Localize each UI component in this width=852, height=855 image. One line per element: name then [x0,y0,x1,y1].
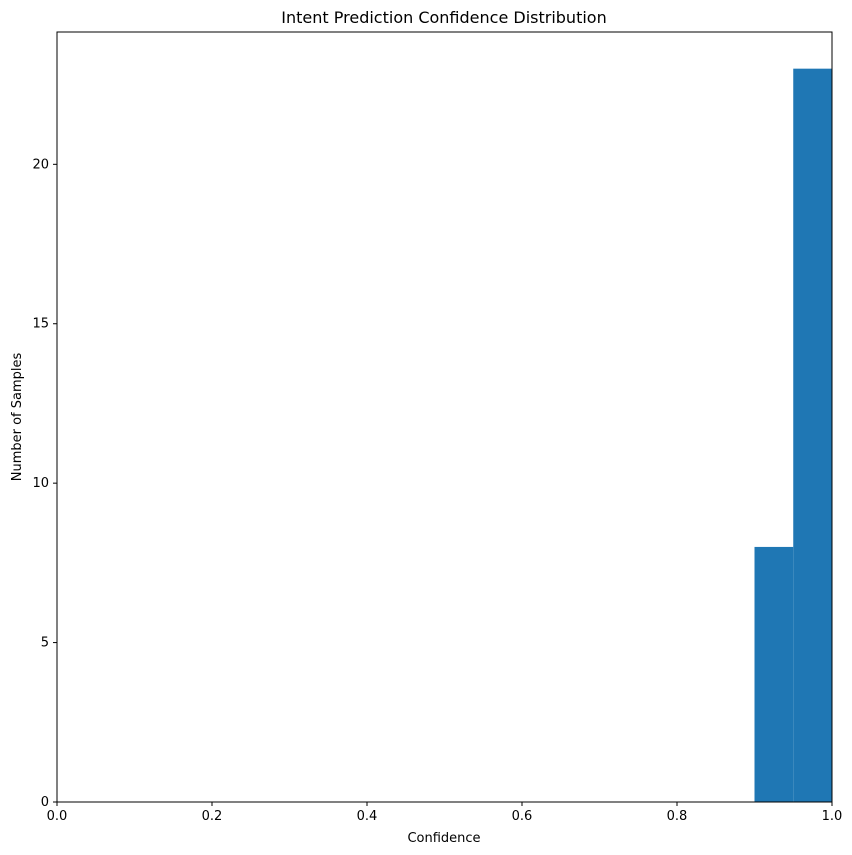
bars-layer [754,68,832,802]
y-axis-label: Number of Samples [10,353,25,482]
y-tick-label: 0 [41,795,49,810]
chart-title: Intent Prediction Confidence Distributio… [281,8,606,27]
x-tick-label: 0.4 [357,809,378,824]
y-tick-label: 5 [41,636,49,651]
x-tick-label: 0.6 [512,809,533,824]
x-tick-label: 1.0 [822,809,843,824]
x-tick-label: 0.8 [667,809,688,824]
y-tick-label: 15 [32,317,49,332]
y-tick-label: 20 [32,157,49,172]
x-tick-label: 0.2 [202,809,223,824]
histogram-bar-0 [754,546,794,802]
x-axis-label: Confidence [407,831,480,846]
y-tick-label: 10 [32,476,49,491]
y-axis: 0 5 10 15 20 [32,157,57,810]
x-axis: 0.0 0.2 0.4 0.6 0.8 1.0 [47,802,843,824]
histogram-bar-1 [793,68,832,802]
plot-frame [56,31,833,803]
x-tick-label: 0.0 [47,809,68,824]
